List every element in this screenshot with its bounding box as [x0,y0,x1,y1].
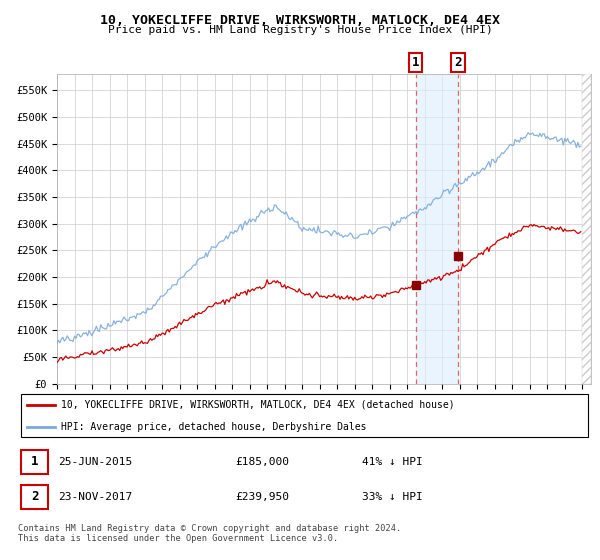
FancyBboxPatch shape [21,484,49,508]
Text: 41% ↓ HPI: 41% ↓ HPI [362,457,422,467]
Text: 1: 1 [412,56,419,69]
Text: 23-NOV-2017: 23-NOV-2017 [58,492,133,502]
Text: 33% ↓ HPI: 33% ↓ HPI [362,492,422,502]
Text: 2: 2 [31,490,38,503]
Text: £239,950: £239,950 [236,492,290,502]
Text: 10, YOKECLIFFE DRIVE, WIRKSWORTH, MATLOCK, DE4 4EX: 10, YOKECLIFFE DRIVE, WIRKSWORTH, MATLOC… [100,14,500,27]
Text: 25-JUN-2015: 25-JUN-2015 [58,457,133,467]
Text: 1: 1 [31,455,38,468]
FancyBboxPatch shape [21,450,49,474]
FancyBboxPatch shape [21,394,588,437]
Text: 2: 2 [454,56,461,69]
Text: Contains HM Land Registry data © Crown copyright and database right 2024.
This d: Contains HM Land Registry data © Crown c… [18,524,401,543]
Text: £185,000: £185,000 [236,457,290,467]
Text: 10, YOKECLIFFE DRIVE, WIRKSWORTH, MATLOCK, DE4 4EX (detached house): 10, YOKECLIFFE DRIVE, WIRKSWORTH, MATLOC… [61,400,455,410]
Text: HPI: Average price, detached house, Derbyshire Dales: HPI: Average price, detached house, Derb… [61,422,367,432]
Bar [416,74,458,384]
Text: Price paid vs. HM Land Registry's House Price Index (HPI): Price paid vs. HM Land Registry's House … [107,25,493,35]
